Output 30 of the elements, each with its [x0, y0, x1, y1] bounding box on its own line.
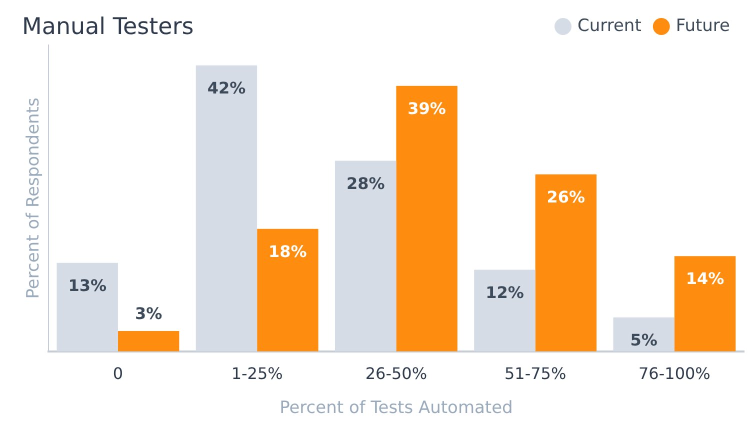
x-tick-label: 1-25%	[231, 364, 283, 384]
x-axis-title: Percent of Tests Automated	[280, 398, 513, 418]
chart-title: Manual Testers	[22, 14, 194, 40]
data-label: 26%	[546, 188, 586, 207]
data-label: 42%	[207, 78, 246, 98]
bar	[674, 256, 736, 352]
x-tick-label: 76-100%	[638, 364, 710, 384]
bar	[118, 330, 180, 352]
bar	[535, 174, 597, 352]
data-label: 39%	[408, 99, 446, 118]
legend-label: Current	[578, 16, 642, 36]
x-tick-label: 0	[112, 364, 124, 384]
y-axis-title: Percent of Respondents	[24, 98, 44, 299]
bar	[613, 317, 674, 352]
bar	[196, 65, 258, 352]
bar	[257, 228, 318, 352]
x-tick-label: 51-75%	[504, 364, 566, 384]
data-label: 12%	[486, 282, 524, 302]
bar	[56, 262, 118, 352]
data-label: 3%	[134, 304, 162, 324]
bar	[334, 160, 396, 352]
legend-label: Future	[676, 16, 730, 36]
data-label: 14%	[686, 269, 724, 288]
bar	[474, 270, 536, 352]
x-tick-label: 26-50%	[365, 364, 428, 384]
bar	[396, 86, 458, 352]
data-label: 13%	[68, 276, 106, 296]
data-label: 5%	[630, 330, 658, 350]
data-label: 18%	[268, 242, 307, 261]
data-label: 28%	[346, 174, 385, 193]
